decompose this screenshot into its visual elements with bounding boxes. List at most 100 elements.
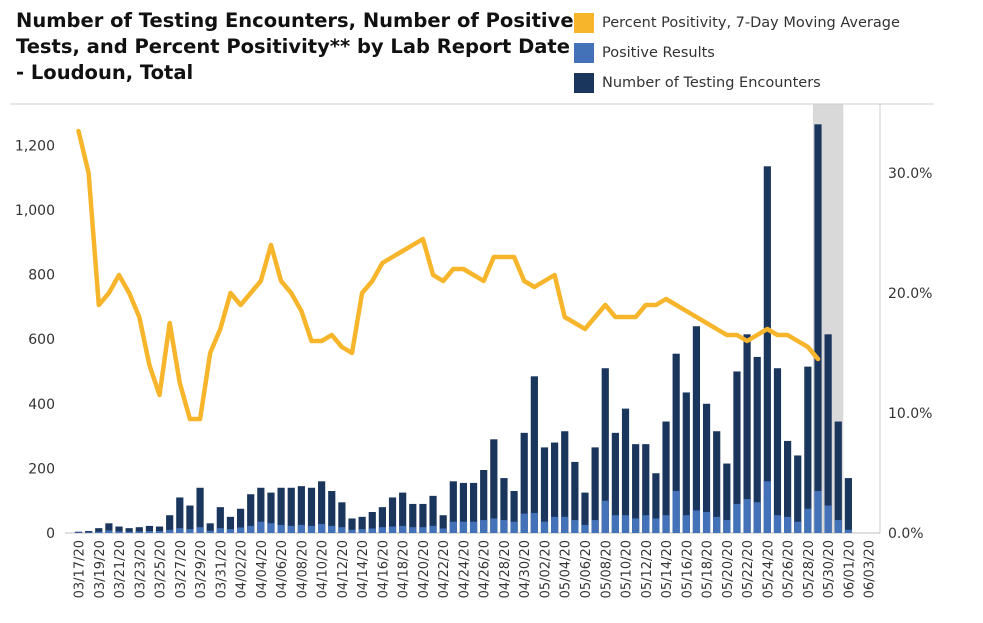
positive-bar	[510, 521, 518, 533]
encounters-bar	[773, 368, 782, 533]
positive-bar	[459, 521, 468, 533]
y-left-tick-label: 600	[28, 332, 55, 348]
x-tick-label: 04/22/20	[437, 540, 452, 598]
positive-bar	[135, 531, 143, 533]
x-tick-label: 04/16/20	[376, 540, 391, 598]
x-tick-label: 04/10/20	[316, 540, 331, 598]
encounters-bar	[368, 512, 376, 533]
x-tick-label: 03/17/20	[73, 540, 88, 598]
x-tick-label: 04/18/20	[397, 540, 412, 598]
encounters-bar	[85, 531, 93, 533]
positive-bar	[318, 523, 326, 533]
x-tick-label: 04/24/20	[457, 540, 472, 598]
x-tick-label: 05/12/20	[640, 540, 655, 598]
positive-bar	[328, 525, 336, 533]
positive-bar	[338, 527, 346, 533]
positive-bar	[773, 515, 782, 533]
encounters-bar	[328, 491, 336, 533]
positive-bar	[449, 521, 457, 533]
positive-bar	[551, 516, 559, 533]
encounters-bar	[257, 487, 265, 533]
positive-bar	[500, 520, 508, 533]
legend-item-positivity: Percent Positivity, 7-Day Moving Average	[574, 8, 900, 38]
encounters-bar	[642, 444, 650, 533]
positive-bar	[469, 521, 478, 533]
positive-bar	[399, 525, 407, 533]
encounters-bar	[571, 461, 579, 533]
positive-bar	[784, 516, 792, 533]
positive-bar	[804, 508, 812, 533]
encounters-bar	[348, 518, 356, 533]
encounters-bar	[439, 515, 447, 533]
legend-swatch-encounters	[574, 73, 594, 93]
legend-swatch-positive-results	[574, 43, 594, 63]
encounters-bar	[338, 502, 346, 533]
x-tick-label: 04/20/20	[417, 540, 432, 598]
encounters-bar	[399, 492, 407, 533]
encounters-bar	[429, 495, 437, 533]
legend-item-positive-results: Positive Results	[574, 38, 900, 68]
encounters-bar	[662, 421, 670, 533]
encounters-bar	[166, 515, 174, 533]
encounters-bar	[520, 432, 528, 533]
encounters-bar	[824, 334, 832, 533]
positive-bar	[307, 525, 316, 533]
encounters-bar	[469, 482, 478, 533]
positive-bar	[257, 521, 265, 533]
chart-legend: Percent Positivity, 7-Day Moving Average…	[574, 8, 900, 98]
encounters-bar	[702, 403, 711, 533]
x-tick-label: 05/08/20	[599, 540, 614, 598]
legend-label-positive-results: Positive Results	[602, 45, 715, 61]
x-tick-label: 04/28/20	[498, 540, 513, 598]
x-tick-label: 05/26/20	[782, 540, 797, 598]
positive-bar	[247, 525, 255, 533]
x-tick-label: 05/30/20	[822, 540, 837, 598]
encounters-bar	[723, 463, 731, 533]
encounters-bar	[236, 508, 245, 533]
encounters-bar	[318, 481, 326, 533]
encounters-bar	[621, 408, 630, 533]
positive-bar	[236, 527, 245, 533]
positive-bar	[540, 521, 549, 533]
positive-bar	[85, 532, 93, 533]
positive-bar	[723, 520, 731, 533]
encounters-bar	[105, 523, 113, 533]
encounters-bar	[196, 487, 204, 533]
x-tick-label: 05/24/20	[761, 540, 776, 598]
y-right-tick-label: 0.0%	[888, 526, 924, 542]
encounters-bar	[419, 503, 427, 533]
positive-bar	[105, 530, 113, 533]
encounters-bar	[601, 368, 609, 533]
positive-bar	[125, 531, 133, 533]
encounters-bar	[591, 447, 599, 533]
x-tick-label: 05/10/20	[620, 540, 635, 598]
positive-bar	[662, 515, 670, 533]
encounters-bar	[814, 124, 822, 534]
positive-bar	[267, 523, 275, 533]
x-tick-label: 03/31/20	[214, 540, 229, 598]
positive-bar	[206, 530, 214, 533]
encounters-bar	[844, 478, 852, 533]
encounters-bar	[95, 528, 103, 533]
encounters-bar	[672, 353, 680, 533]
encounters-bar	[176, 497, 184, 533]
encounters-bar	[135, 527, 143, 533]
encounters-bar	[763, 166, 771, 534]
positive-bar	[520, 513, 528, 533]
positive-bar	[297, 524, 305, 533]
positive-bar	[277, 524, 285, 533]
y-left-tick-label: 0	[46, 526, 55, 542]
y-right-tick-label: 10.0%	[888, 406, 932, 422]
encounters-bar	[206, 523, 214, 533]
x-tick-label: 03/27/20	[174, 540, 189, 598]
encounters-bar	[358, 516, 366, 533]
positive-bar	[480, 520, 488, 533]
encounters-bar	[581, 492, 589, 533]
y-left-tick-label: 1,000	[15, 203, 55, 219]
encounters-bar	[247, 494, 255, 533]
positive-bar	[419, 527, 427, 533]
y-left-tick-label: 800	[28, 268, 55, 284]
x-tick-label: 04/02/20	[235, 540, 250, 598]
positive-bar	[763, 481, 771, 533]
positive-bar	[429, 525, 437, 533]
